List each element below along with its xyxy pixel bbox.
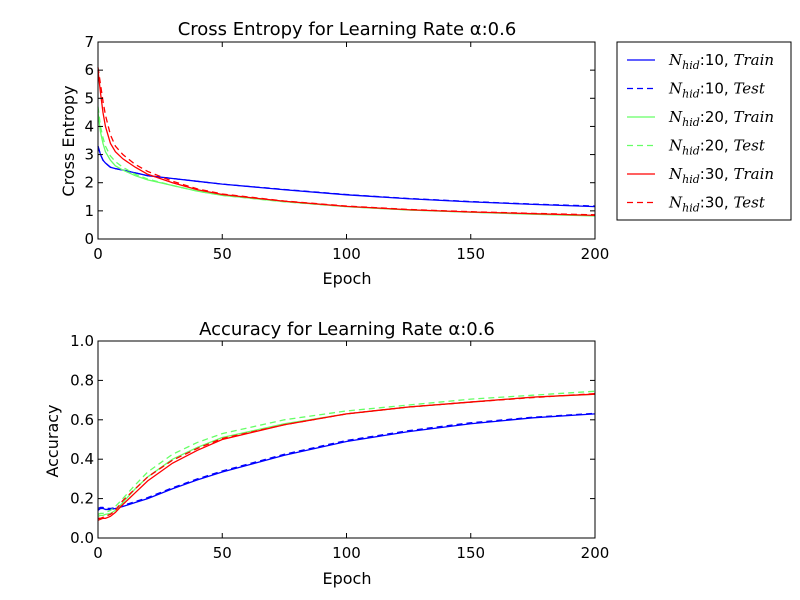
x-tick-label: 0 xyxy=(93,544,103,562)
y-axis-label: Accuracy xyxy=(43,404,62,477)
y-tick-label: 0.6 xyxy=(70,411,94,429)
x-tick-label: 200 xyxy=(581,544,610,562)
y-tick-label: 3 xyxy=(84,146,94,164)
y-tick-label: 5 xyxy=(84,89,94,107)
series-line-5 xyxy=(98,392,596,519)
legend-label-5: Nhid:30, Test xyxy=(668,194,766,215)
series-line-5 xyxy=(97,67,596,216)
ticks-layer: 0 50 100 150 200 0.0 0.2 0.4 0.6 0.8 1.0 xyxy=(70,332,609,562)
accuracy-chart: Accuracy for Learning Rate α:0.6 0 50 100 1… xyxy=(43,319,609,588)
x-tick-label: 100 xyxy=(332,544,361,562)
legend-label-1: Nhid:10, Test xyxy=(668,80,766,101)
y-tick-label: 6 xyxy=(84,61,94,79)
legend-label-2: Nhid:20, Train xyxy=(668,108,774,129)
x-tick-label: 200 xyxy=(581,245,610,263)
x-tick-label: 50 xyxy=(213,245,232,263)
y-tick-label: 0.4 xyxy=(70,450,94,468)
y-tick-label: 0.2 xyxy=(70,490,94,508)
series-line-1 xyxy=(97,145,596,207)
y-tick-label: 7 xyxy=(84,33,94,51)
x-axis-label: Epoch xyxy=(323,269,372,288)
chart-title: Accuracy for Learning Rate α:0.6 xyxy=(199,319,495,340)
x-tick-label: 50 xyxy=(213,544,232,562)
series-line-1 xyxy=(97,412,596,510)
y-tick-label: 2 xyxy=(84,174,94,192)
series-line-0 xyxy=(97,413,596,511)
chart-title: Cross Entropy for Learning Rate α:0.6 xyxy=(178,19,517,40)
series-layer xyxy=(97,67,596,217)
x-tick-label: 0 xyxy=(93,245,103,263)
y-tick-label: 0.8 xyxy=(70,371,94,389)
legend: Nhid:10, Train Nhid:10, Test Nhid:20, Trai… xyxy=(616,41,792,221)
x-tick-label: 100 xyxy=(332,245,361,263)
y-tick-label: 0 xyxy=(84,230,94,248)
legend-label-0: Nhid:10, Train xyxy=(668,51,774,72)
y-tick-label: 1 xyxy=(84,202,94,220)
x-axis-label: Epoch xyxy=(323,569,372,588)
y-tick-label: 4 xyxy=(84,117,94,135)
legend-label-3: Nhid:20, Test xyxy=(668,137,766,158)
ticks-layer: 0 50 100 150 200 0 1 2 3 4 5 6 7 xyxy=(84,33,609,263)
series-line-4 xyxy=(97,393,596,521)
x-tick-label: 150 xyxy=(456,245,485,263)
y-tick-label: 1.0 xyxy=(70,332,94,350)
legend-label-4: Nhid:30, Train xyxy=(668,165,774,186)
y-axis-label: Cross Entropy xyxy=(59,85,78,196)
x-tick-label: 150 xyxy=(456,544,485,562)
legend-frame xyxy=(616,41,792,221)
series-line-3 xyxy=(97,390,596,515)
y-tick-label: 0.0 xyxy=(70,529,94,547)
series-line-4 xyxy=(97,70,596,217)
cross-entropy-chart: Cross Entropy for Learning Rate α:0.6 0 5… xyxy=(59,19,609,288)
series-layer xyxy=(97,390,596,521)
